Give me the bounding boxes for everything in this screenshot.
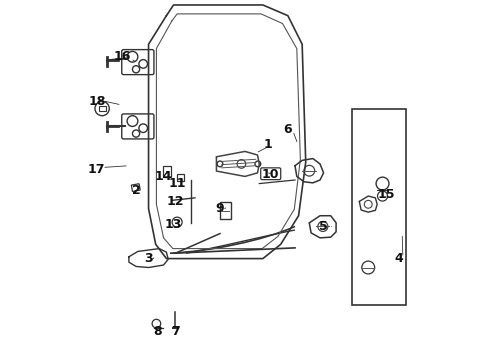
Text: 14: 14	[154, 170, 172, 183]
Text: 3: 3	[144, 252, 153, 265]
Bar	[131, 184, 140, 192]
Text: 18: 18	[88, 95, 105, 108]
Text: 13: 13	[165, 218, 182, 231]
Text: 17: 17	[88, 163, 105, 176]
Text: 4: 4	[394, 252, 403, 265]
Bar	[352, 109, 406, 305]
Text: 6: 6	[284, 123, 292, 136]
Text: 8: 8	[153, 325, 162, 338]
Bar	[177, 174, 184, 181]
Bar	[98, 106, 106, 111]
Text: 1: 1	[264, 138, 272, 151]
Text: 12: 12	[167, 195, 184, 208]
Text: 9: 9	[216, 202, 224, 215]
Text: 15: 15	[377, 188, 395, 201]
Text: 7: 7	[171, 325, 180, 338]
Text: 10: 10	[261, 168, 279, 181]
Bar	[220, 202, 231, 219]
Text: 5: 5	[319, 220, 328, 233]
Text: 11: 11	[169, 177, 186, 190]
Bar	[163, 166, 171, 177]
Text: 16: 16	[113, 50, 130, 63]
Text: 2: 2	[132, 184, 141, 197]
